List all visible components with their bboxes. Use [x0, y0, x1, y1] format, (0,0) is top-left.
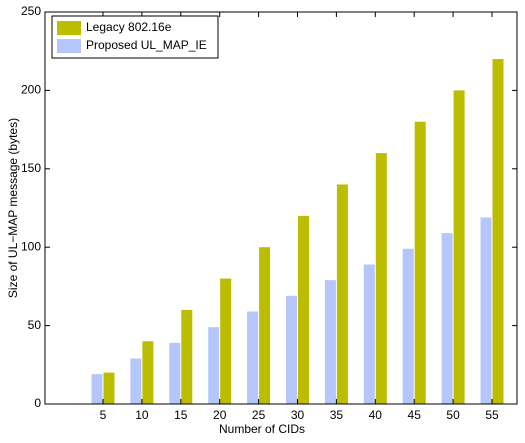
x-tick-label: 5: [100, 408, 107, 422]
bar: [375, 153, 387, 404]
legend-swatch: [57, 39, 81, 53]
x-tick-label: 20: [213, 408, 227, 422]
x-axis-label: Number of CIDs: [219, 422, 305, 436]
x-tick-label: 10: [135, 408, 149, 422]
bar: [414, 121, 426, 404]
x-tick-label: 50: [446, 408, 460, 422]
bar: [363, 264, 375, 404]
x-tick-label: 25: [252, 408, 266, 422]
bar: [480, 217, 492, 404]
x-tick-label: 45: [408, 408, 422, 422]
bar: [441, 233, 453, 404]
y-axis-label: Size of UL−MAP message (bytes): [6, 118, 20, 298]
y-tick-label: 200: [21, 83, 41, 97]
bar: [298, 215, 309, 404]
y-tick-label: 150: [21, 161, 41, 175]
bar: [259, 247, 271, 404]
bar: [324, 280, 336, 404]
bar: [336, 184, 348, 404]
x-tick-label: 35: [330, 408, 344, 422]
plot-frame: [44, 11, 518, 405]
bar: [247, 311, 259, 404]
x-tick-label: 40: [369, 408, 383, 422]
bar: [402, 248, 414, 404]
bar: [169, 342, 181, 404]
bar: [492, 59, 504, 404]
bar: [130, 358, 142, 404]
bar: [181, 309, 193, 404]
bar: [208, 327, 220, 404]
legend-label: Proposed UL_MAP_IE: [86, 38, 207, 52]
y-tick-label: 100: [21, 239, 41, 253]
bar: [220, 278, 232, 404]
y-tick-label: 250: [21, 4, 41, 18]
bar: [91, 374, 103, 404]
bar: [286, 295, 297, 404]
x-tick-label: 30: [291, 408, 305, 422]
bar: [103, 372, 115, 404]
y-tick-label: 0: [34, 396, 41, 410]
bar: [142, 341, 154, 404]
legend-swatch: [57, 21, 81, 35]
legend-label: Legacy 802.16e: [86, 20, 172, 34]
x-tick-label: 55: [485, 408, 499, 422]
x-tick-label: 15: [174, 408, 188, 422]
bar: [453, 90, 465, 405]
y-tick-label: 50: [28, 318, 42, 332]
